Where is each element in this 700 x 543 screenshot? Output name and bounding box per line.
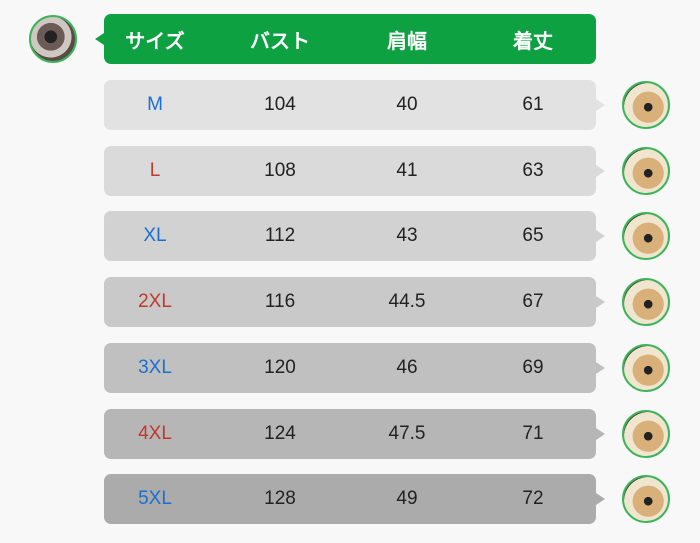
cell-bust: 104 [264,94,296,115]
header-bust: バスト [250,30,310,53]
cell-length: 69 [522,356,544,378]
header-length: 着丈 [513,30,553,53]
avatar-right [622,146,670,195]
cell-shoulder: 49 [396,488,418,510]
cell-bust: 128 [264,488,296,510]
avatar-right [622,212,670,261]
cell-size: 4XL [138,422,172,444]
cell-length: 65 [522,225,544,247]
avatar-right [622,278,670,327]
cell-size: XL [143,225,167,247]
cell-shoulder: 44.5 [388,291,426,313]
cell-size: L [149,159,161,181]
cell-shoulder: 46 [396,356,418,378]
avatar-right [622,81,670,129]
header-shoulder: 肩幅 [387,30,427,53]
cell-length: 71 [522,422,544,444]
size-row: 5XL 128 49 72 [104,474,605,525]
cell-shoulder: 40 [396,94,418,115]
cell-size: 5XL [138,488,172,510]
cell-bust: 108 [264,159,296,181]
cell-size: 2XL [138,291,172,313]
cell-length: 61 [522,94,544,115]
cell-length: 72 [522,488,544,510]
cell-bust: 112 [264,225,296,247]
size-row: 3XL 120 46 69 [104,342,605,393]
cell-size: M [147,94,163,115]
size-row: XL 112 43 65 [104,211,605,262]
header-size: サイズ [125,30,185,53]
size-row: M 104 40 61 [104,80,605,130]
cell-bust: 124 [264,422,296,444]
cell-shoulder: 47.5 [388,422,426,444]
size-row: L 108 41 63 [104,145,605,196]
cell-bust: 116 [264,291,296,313]
cell-shoulder: 43 [396,225,418,247]
avatar-right [622,343,670,392]
cell-length: 63 [522,159,544,181]
size-row: 2XL 116 44.5 67 [104,277,605,328]
cell-bust: 120 [264,356,296,378]
cell-size: 3XL [138,356,172,378]
header-bubble: サイズ バスト 肩幅 着丈 [95,14,596,64]
avatar-right [622,475,670,524]
avatar-right [622,409,670,458]
cell-shoulder: 41 [396,159,418,181]
cell-length: 67 [522,291,544,313]
avatar-left [29,15,77,63]
size-row: 4XL 124 47.5 71 [104,408,605,459]
